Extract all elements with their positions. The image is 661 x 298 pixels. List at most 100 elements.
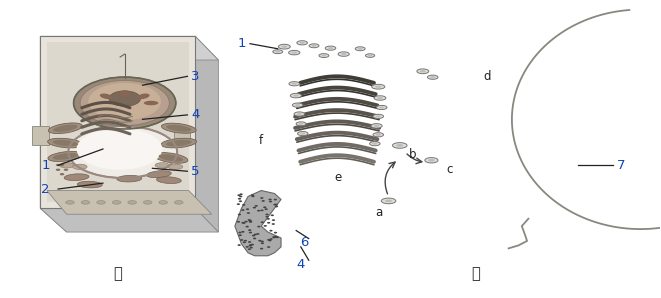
Ellipse shape bbox=[239, 200, 242, 202]
Ellipse shape bbox=[278, 44, 290, 49]
Ellipse shape bbox=[154, 153, 188, 163]
Ellipse shape bbox=[263, 207, 266, 208]
Ellipse shape bbox=[297, 113, 302, 115]
Ellipse shape bbox=[81, 201, 90, 204]
Ellipse shape bbox=[239, 193, 243, 195]
Ellipse shape bbox=[292, 52, 297, 54]
Ellipse shape bbox=[295, 104, 300, 106]
Ellipse shape bbox=[266, 218, 270, 220]
Ellipse shape bbox=[237, 194, 241, 196]
Ellipse shape bbox=[272, 223, 275, 225]
Ellipse shape bbox=[248, 241, 251, 243]
Polygon shape bbox=[47, 190, 212, 214]
Ellipse shape bbox=[371, 84, 385, 89]
Ellipse shape bbox=[59, 164, 64, 166]
Ellipse shape bbox=[117, 176, 142, 182]
Bar bbox=[32, 126, 48, 145]
Ellipse shape bbox=[159, 201, 167, 204]
Ellipse shape bbox=[290, 93, 301, 98]
Ellipse shape bbox=[260, 221, 264, 223]
Ellipse shape bbox=[374, 96, 386, 100]
Ellipse shape bbox=[328, 47, 333, 49]
Ellipse shape bbox=[248, 229, 251, 231]
Text: 2: 2 bbox=[41, 183, 50, 195]
Ellipse shape bbox=[242, 204, 245, 206]
Ellipse shape bbox=[267, 222, 270, 224]
Ellipse shape bbox=[272, 219, 275, 221]
Ellipse shape bbox=[275, 51, 280, 53]
Ellipse shape bbox=[249, 221, 253, 223]
Ellipse shape bbox=[253, 207, 256, 209]
Ellipse shape bbox=[239, 232, 241, 233]
Ellipse shape bbox=[266, 216, 269, 218]
Ellipse shape bbox=[166, 125, 192, 132]
Ellipse shape bbox=[300, 133, 305, 135]
Polygon shape bbox=[40, 36, 218, 60]
Ellipse shape bbox=[251, 194, 254, 196]
Ellipse shape bbox=[254, 234, 257, 235]
Ellipse shape bbox=[294, 112, 305, 116]
Ellipse shape bbox=[299, 123, 303, 125]
Ellipse shape bbox=[238, 214, 241, 215]
Text: 4: 4 bbox=[191, 108, 200, 121]
Ellipse shape bbox=[237, 244, 241, 246]
Ellipse shape bbox=[253, 238, 256, 239]
Ellipse shape bbox=[80, 80, 169, 125]
Ellipse shape bbox=[358, 48, 363, 50]
Ellipse shape bbox=[48, 123, 83, 134]
Ellipse shape bbox=[373, 125, 379, 127]
Ellipse shape bbox=[260, 248, 263, 249]
Ellipse shape bbox=[355, 47, 365, 51]
Text: 4: 4 bbox=[297, 258, 305, 271]
Text: f: f bbox=[259, 134, 263, 147]
Text: 5: 5 bbox=[191, 165, 200, 178]
Ellipse shape bbox=[264, 225, 267, 227]
Ellipse shape bbox=[371, 124, 382, 128]
Ellipse shape bbox=[341, 53, 346, 55]
Ellipse shape bbox=[268, 198, 272, 200]
Ellipse shape bbox=[53, 125, 77, 132]
Ellipse shape bbox=[112, 201, 121, 204]
Ellipse shape bbox=[269, 230, 272, 232]
Ellipse shape bbox=[249, 232, 252, 233]
Ellipse shape bbox=[274, 236, 278, 238]
Ellipse shape bbox=[309, 44, 319, 48]
Ellipse shape bbox=[97, 201, 105, 204]
Ellipse shape bbox=[59, 163, 74, 168]
Ellipse shape bbox=[275, 206, 278, 207]
Ellipse shape bbox=[64, 174, 89, 181]
Ellipse shape bbox=[369, 142, 380, 146]
Text: a: a bbox=[375, 206, 382, 219]
Ellipse shape bbox=[274, 232, 277, 234]
Ellipse shape bbox=[292, 83, 297, 85]
Ellipse shape bbox=[161, 123, 196, 133]
Ellipse shape bbox=[260, 197, 264, 199]
Ellipse shape bbox=[375, 86, 381, 88]
Ellipse shape bbox=[270, 214, 274, 216]
Ellipse shape bbox=[245, 246, 249, 248]
Ellipse shape bbox=[282, 46, 288, 48]
Ellipse shape bbox=[293, 94, 299, 97]
Ellipse shape bbox=[274, 199, 277, 201]
Ellipse shape bbox=[420, 70, 426, 72]
Ellipse shape bbox=[242, 222, 245, 224]
Ellipse shape bbox=[273, 204, 276, 206]
Ellipse shape bbox=[299, 42, 305, 44]
Ellipse shape bbox=[254, 205, 258, 207]
Polygon shape bbox=[40, 208, 218, 232]
Ellipse shape bbox=[373, 133, 383, 137]
Text: c: c bbox=[446, 163, 452, 176]
Text: 乙: 乙 bbox=[471, 266, 480, 281]
Ellipse shape bbox=[100, 94, 112, 99]
Ellipse shape bbox=[48, 151, 83, 162]
Ellipse shape bbox=[143, 201, 152, 204]
Ellipse shape bbox=[159, 154, 183, 162]
Ellipse shape bbox=[48, 138, 83, 148]
Polygon shape bbox=[195, 36, 218, 232]
Ellipse shape bbox=[258, 240, 262, 241]
Ellipse shape bbox=[144, 101, 159, 105]
Ellipse shape bbox=[368, 55, 372, 56]
Ellipse shape bbox=[292, 103, 303, 107]
Ellipse shape bbox=[241, 209, 245, 211]
Ellipse shape bbox=[52, 140, 78, 146]
